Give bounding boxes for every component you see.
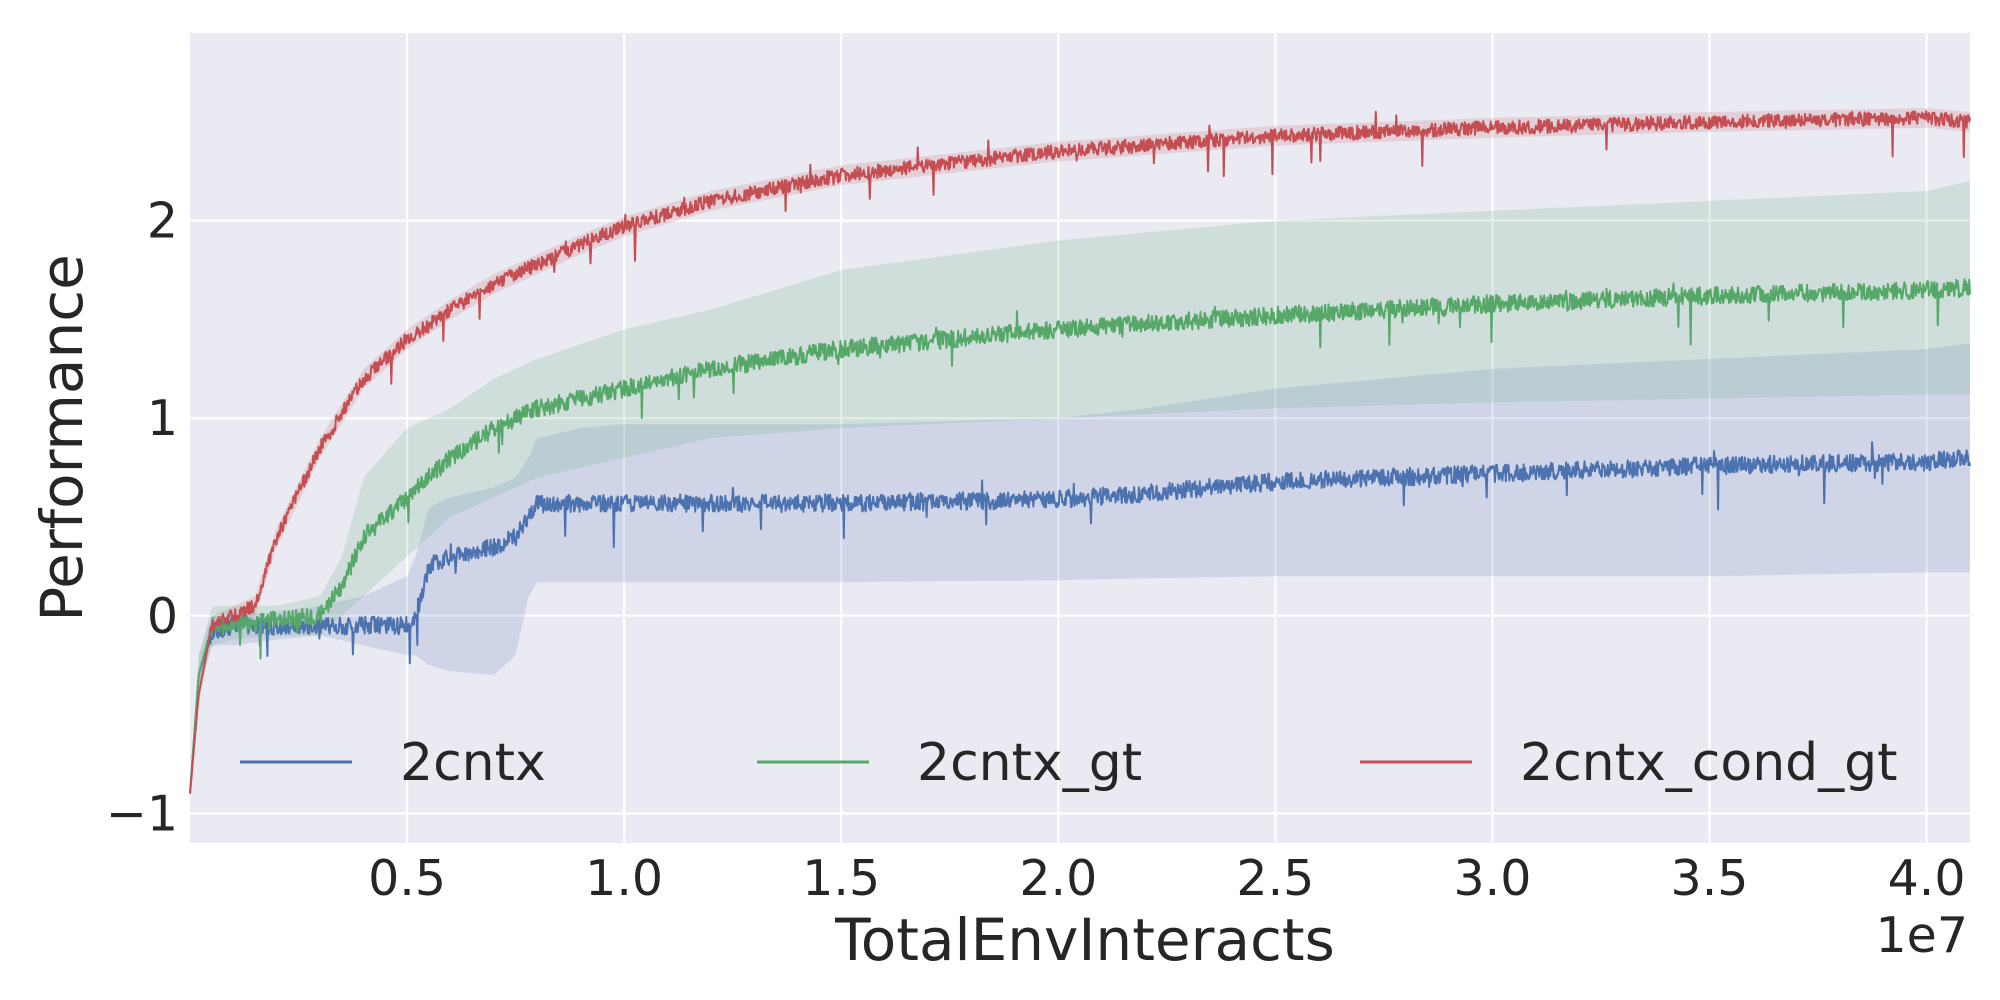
x-tick-label: 2.5 — [1236, 850, 1314, 907]
line-2cntx — [189, 441, 1971, 794]
y-axis-label: Performance — [28, 254, 96, 622]
y-tick-label: 0 — [147, 588, 178, 645]
x-tick-label: 4.0 — [1888, 850, 1966, 907]
y-tick-label: −1 — [106, 785, 178, 842]
x-tick-label: 0.5 — [368, 850, 446, 907]
legend-label-2cntx: 2cntx — [400, 733, 546, 793]
x-axis-label: TotalEnvInteracts — [834, 906, 1335, 974]
y-tick-label: 2 — [147, 193, 178, 250]
x-tick-label: 1.5 — [802, 850, 880, 907]
series-lines — [189, 110, 1971, 794]
line-2cntx_gt — [189, 278, 1971, 794]
x-tick-label: 3.0 — [1453, 850, 1531, 907]
x-tick-label: 3.5 — [1671, 850, 1749, 907]
legend-label-2cntx_cond_gt: 2cntx_cond_gt — [1520, 733, 1898, 793]
x-axis-scale-label: 1e7 — [1876, 907, 1969, 964]
band-2cntx — [190, 343, 1970, 794]
x-tick-labels: 0.5 1.0 1.5 2.0 2.5 3.0 3.5 4.0 — [368, 850, 1965, 907]
line-2cntx_cond_gt — [189, 110, 1971, 794]
x-tick-label: 1.0 — [585, 850, 663, 907]
legend: 2cntx 2cntx_gt 2cntx_cond_gt — [240, 733, 1898, 793]
confidence-bands — [190, 108, 1970, 794]
x-tick-label: 2.0 — [1019, 850, 1097, 907]
legend-label-2cntx_gt: 2cntx_gt — [917, 733, 1142, 793]
y-tick-label: 1 — [147, 390, 178, 447]
band-2cntx_gt — [190, 181, 1970, 794]
y-tick-labels: −1 0 1 2 — [106, 193, 178, 843]
